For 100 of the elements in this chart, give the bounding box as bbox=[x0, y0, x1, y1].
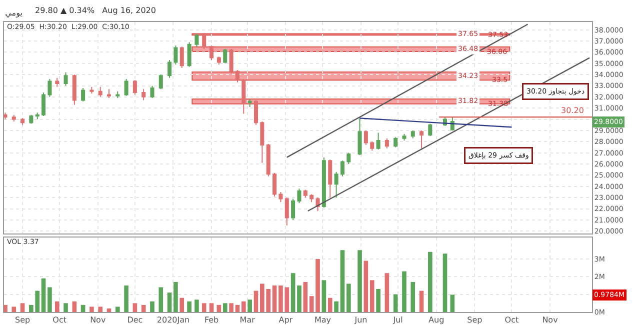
bar bbox=[194, 300, 199, 312]
bar bbox=[41, 278, 46, 312]
candlestick bbox=[340, 160, 344, 177]
bar bbox=[124, 285, 128, 312]
bar bbox=[54, 301, 60, 312]
bar bbox=[80, 304, 86, 312]
bar bbox=[167, 292, 172, 312]
bar bbox=[450, 294, 455, 312]
bar bbox=[384, 273, 390, 312]
candlestick bbox=[346, 152, 351, 165]
candlestick bbox=[90, 86, 94, 94]
candlestick bbox=[4, 112, 8, 120]
candlestick bbox=[216, 56, 221, 65]
bar bbox=[303, 282, 308, 312]
candlestick bbox=[81, 87, 86, 102]
bar bbox=[12, 306, 16, 312]
candlestick bbox=[358, 118, 362, 156]
candlestick bbox=[370, 141, 374, 152]
bar bbox=[370, 280, 374, 312]
candlestick bbox=[124, 78, 128, 96]
candlestick bbox=[248, 98, 252, 108]
bar bbox=[150, 301, 154, 312]
bar bbox=[248, 300, 252, 312]
candlestick bbox=[242, 78, 246, 114]
bar bbox=[297, 285, 302, 312]
bar bbox=[106, 308, 112, 312]
bar bbox=[158, 287, 164, 312]
candlestick bbox=[402, 133, 406, 142]
x-tick-label: Mar bbox=[240, 316, 256, 325]
candlestick bbox=[334, 171, 338, 198]
candlestick bbox=[35, 112, 40, 120]
candlestick bbox=[42, 92, 46, 116]
candlestick bbox=[116, 90, 120, 99]
bar bbox=[20, 303, 25, 312]
x-tick-label: Oct bbox=[504, 316, 519, 325]
bar bbox=[419, 290, 424, 312]
candlestick bbox=[132, 80, 137, 96]
bar bbox=[376, 289, 380, 312]
x-tick-label: May bbox=[314, 316, 332, 325]
bar bbox=[4, 304, 8, 312]
candlestick bbox=[278, 192, 283, 203]
bar bbox=[72, 301, 77, 312]
candlestick bbox=[235, 70, 240, 83]
bar bbox=[235, 304, 240, 312]
bar bbox=[209, 303, 214, 312]
candlestick bbox=[150, 85, 154, 99]
candlestick bbox=[158, 74, 163, 90]
candlestick bbox=[20, 118, 25, 126]
bar bbox=[346, 284, 351, 312]
bar bbox=[98, 306, 103, 312]
bar bbox=[322, 280, 326, 312]
bar bbox=[48, 287, 52, 312]
x-tick-label: Aug bbox=[428, 316, 444, 325]
candlestick bbox=[142, 88, 146, 101]
bar bbox=[410, 282, 416, 312]
bar bbox=[90, 306, 94, 312]
bar bbox=[340, 250, 345, 312]
bar bbox=[229, 303, 234, 312]
bar bbox=[328, 298, 332, 312]
candlestick bbox=[394, 136, 398, 148]
candlestick bbox=[297, 188, 302, 204]
bar bbox=[216, 304, 222, 312]
candlestick bbox=[174, 44, 178, 65]
ref-line-label: 30.20 bbox=[561, 106, 584, 115]
candlestick bbox=[202, 34, 206, 50]
bar bbox=[358, 250, 362, 312]
candlestick bbox=[223, 48, 228, 64]
candlestick bbox=[254, 100, 258, 126]
x-tick-label: Dec bbox=[127, 316, 143, 325]
bar bbox=[393, 294, 398, 312]
candlestick bbox=[187, 42, 192, 68]
candlestick bbox=[410, 130, 415, 139]
bar bbox=[187, 301, 192, 312]
candlestick bbox=[72, 74, 76, 106]
candlestick bbox=[29, 114, 34, 124]
bar bbox=[364, 260, 368, 312]
candlestick bbox=[420, 130, 424, 149]
x-tick-label: Nov bbox=[542, 316, 558, 325]
bar bbox=[132, 303, 138, 312]
chart-title: يومي bbox=[5, 8, 22, 18]
x-tick-label: Feb bbox=[204, 316, 219, 325]
x-tick-label: Apr bbox=[278, 316, 294, 325]
x-tick-label: 2020Jan bbox=[156, 316, 190, 325]
bar bbox=[428, 252, 432, 312]
x-tick-label: Jun bbox=[354, 316, 368, 325]
bar bbox=[222, 303, 228, 312]
candlestick bbox=[376, 132, 380, 150]
candlestick bbox=[210, 44, 214, 61]
x-tick-label: Sep bbox=[467, 316, 482, 325]
candlestick bbox=[310, 194, 314, 203]
candlestick bbox=[272, 172, 277, 197]
bar bbox=[202, 303, 206, 312]
candlestick bbox=[284, 197, 289, 226]
candlestick bbox=[168, 60, 172, 78]
bar bbox=[241, 301, 246, 312]
candlestick bbox=[303, 189, 308, 198]
candlestick bbox=[428, 123, 432, 137]
candlestick bbox=[260, 121, 264, 164]
bar bbox=[272, 285, 277, 312]
candlestick bbox=[229, 48, 234, 74]
